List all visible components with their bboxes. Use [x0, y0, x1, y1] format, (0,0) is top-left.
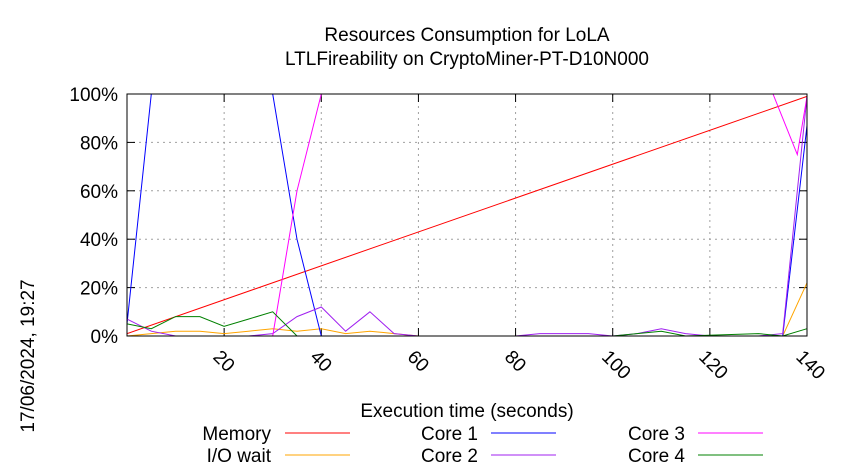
x-tick-label: 80: [500, 347, 530, 377]
grid: [127, 94, 807, 336]
chart-title: Resources Consumption for LoLA: [324, 25, 609, 46]
x-tick-label: 120: [694, 347, 731, 384]
plot-frame: [126, 93, 808, 337]
x-tick-label: 140: [791, 347, 828, 384]
y-tick-label: 40%: [80, 230, 118, 251]
y-tick-label: 0%: [91, 327, 119, 348]
legend-label-core-1: Core 1: [421, 424, 478, 445]
series-line-core-4: [126, 311, 808, 337]
y-tick-label: 80%: [80, 133, 118, 154]
legend-label-core-2: Core 2: [421, 446, 478, 467]
chart-subtitle: LTLFireability on CryptoMiner-PT-D10N000: [285, 49, 649, 70]
legend-label-i-o-wait: I/O wait: [207, 446, 272, 467]
y-tick-label: 20%: [80, 279, 118, 300]
legend-label-core-3: Core 3: [628, 424, 685, 445]
y-tick-label: 100%: [69, 85, 118, 106]
series-line-memory: [126, 95, 808, 335]
x-tick-label: 60: [403, 347, 433, 377]
x-tick-label: 40: [306, 347, 336, 377]
legend: Memory Core 1 Core 3 I/O wait Core 2 Core 4: [202, 424, 763, 467]
x-axis-label: Execution time (seconds): [360, 401, 573, 422]
x-tick-label: 100: [597, 347, 634, 384]
date-label: 17/06/2024, 19:27: [18, 279, 39, 432]
x-tick-label: 20: [209, 347, 239, 377]
legend-label-memory: Memory: [202, 424, 271, 445]
series-line-i-o-wait: [126, 282, 808, 337]
y-axis: 0% 20% 40% 60% 80% 100%: [69, 85, 807, 348]
legend-label-core-4: Core 4: [628, 446, 685, 467]
series-lines: [126, 93, 808, 337]
y-tick-label: 60%: [80, 182, 118, 203]
